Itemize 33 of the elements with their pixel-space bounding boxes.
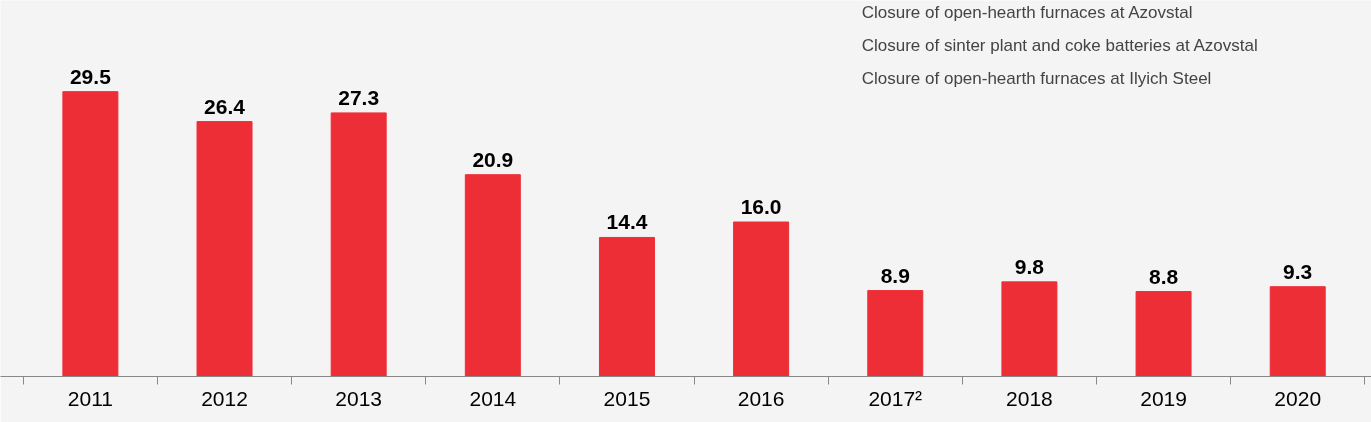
- bar: [330, 112, 387, 377]
- data-label: 29.5: [69, 64, 112, 88]
- bar: [196, 121, 253, 377]
- data-label: 27.3: [338, 85, 380, 109]
- x-tick-label: 2020: [1274, 386, 1322, 410]
- bar: [62, 91, 119, 377]
- data-label: 9.8: [1014, 254, 1045, 278]
- x-tick-label: 2014: [469, 386, 517, 410]
- data-label: 20.9: [472, 147, 514, 171]
- text: Closure of sinter plant and coke batteries at Azovstal: [861, 36, 1258, 56]
- data-label: 8.9: [880, 263, 910, 287]
- text: Closure of open-hearth furnaces at Azovstal: [861, 3, 1193, 23]
- data-label: 8.8: [1148, 264, 1179, 288]
- x-tick-label: 2016: [737, 386, 785, 410]
- x-tick-label: 2019: [1140, 386, 1187, 410]
- data-label: 16.0: [740, 195, 782, 219]
- data-label: 14.4: [606, 210, 648, 234]
- data-label: 9.3: [1283, 259, 1313, 283]
- bar: [1135, 291, 1192, 377]
- bar: [733, 221, 790, 377]
- x-tick-label: 2017²: [868, 386, 923, 410]
- bar: [598, 236, 655, 377]
- x-tick-label: 2013: [335, 386, 383, 410]
- bar: [1269, 286, 1326, 377]
- text: Closure of open-hearth furnaces at Ilyich Steel: [861, 69, 1212, 89]
- bar: [867, 290, 924, 377]
- x-tick-label: 2018: [1006, 386, 1053, 410]
- x-tick-label: 2015: [603, 386, 651, 410]
- bar: [464, 174, 521, 377]
- bar: [1001, 281, 1058, 377]
- data-label: 26.4: [204, 94, 246, 118]
- x-tick-label: 2011: [67, 386, 113, 410]
- x-tick-label: 2012: [201, 386, 248, 410]
